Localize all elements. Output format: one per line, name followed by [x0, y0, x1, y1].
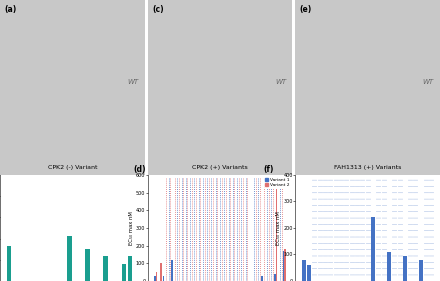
Bar: [103, 255, 108, 281]
Bar: [7, 246, 11, 281]
Bar: [328, 178, 332, 281]
Text: CPK2 (+) Variants: CPK2 (+) Variants: [192, 165, 248, 170]
Bar: [414, 178, 418, 281]
Bar: [67, 237, 72, 281]
Bar: [429, 178, 433, 281]
Bar: [302, 260, 306, 281]
Bar: [334, 178, 338, 281]
Bar: [381, 178, 385, 281]
Bar: [154, 276, 156, 281]
Bar: [397, 178, 402, 281]
Bar: [85, 249, 90, 281]
Bar: [376, 178, 380, 281]
Bar: [284, 249, 286, 281]
Legend: Variant 1, Variant 2: Variant 1, Variant 2: [264, 177, 290, 188]
Text: CPK2 (-) Variant: CPK2 (-) Variant: [48, 165, 97, 170]
Y-axis label: EC₅₀ max nM: EC₅₀ max nM: [276, 211, 282, 245]
Bar: [403, 256, 407, 281]
Y-axis label: EC₅₀ max nM: EC₅₀ max nM: [129, 211, 134, 245]
Bar: [360, 178, 364, 281]
Bar: [355, 178, 359, 281]
Bar: [282, 251, 284, 281]
Bar: [275, 189, 277, 281]
Bar: [323, 178, 327, 281]
Text: (e): (e): [300, 5, 312, 14]
Bar: [424, 178, 428, 281]
Bar: [366, 178, 370, 281]
Text: (c): (c): [152, 5, 164, 14]
Text: FAH1313 (+) Variants: FAH1313 (+) Variants: [334, 165, 401, 170]
Bar: [156, 272, 158, 281]
Bar: [408, 178, 412, 281]
Text: WT: WT: [423, 79, 434, 85]
Bar: [312, 178, 316, 281]
Bar: [387, 252, 391, 281]
Bar: [121, 264, 126, 281]
Bar: [307, 265, 311, 281]
Bar: [392, 178, 396, 281]
Text: WT: WT: [275, 79, 286, 85]
Bar: [274, 274, 275, 281]
Text: WT: WT: [127, 79, 139, 85]
Bar: [163, 276, 165, 281]
Bar: [160, 263, 162, 281]
Bar: [171, 260, 173, 281]
Bar: [345, 178, 348, 281]
Text: (f): (f): [264, 165, 274, 174]
Bar: [128, 255, 132, 281]
Bar: [419, 260, 423, 281]
Text: (d): (d): [133, 165, 146, 174]
Text: (a): (a): [4, 5, 17, 14]
Bar: [371, 217, 375, 281]
Bar: [350, 178, 354, 281]
Bar: [339, 178, 343, 281]
Bar: [318, 178, 322, 281]
Bar: [261, 276, 263, 281]
